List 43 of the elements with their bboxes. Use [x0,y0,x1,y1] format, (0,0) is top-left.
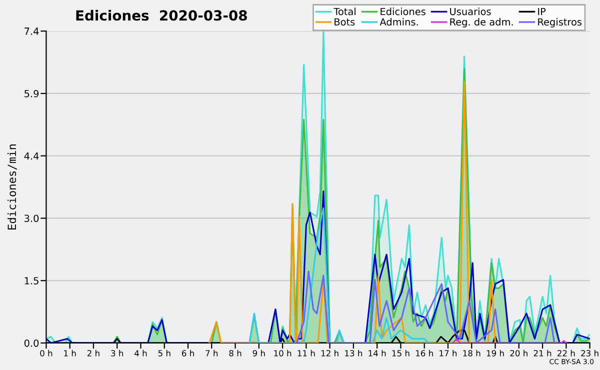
line-series [296,270,556,343]
legend-label: Reg. de adm. [450,18,513,28]
y-axis-title: Ediciones/min [7,144,17,230]
x-tick-label: 22 h [558,350,575,356]
y-tick-label: 5.9 [24,90,39,98]
x-tick-label: 17 h [440,350,457,356]
x-tick-label: 8 h [229,350,242,356]
x-tick-label: 15 h [392,350,410,356]
x-tick-label: 4 h [134,350,147,356]
chart-title: Ediciones 2020-03-08 [76,10,247,21]
x-tick-label: 16 h [416,350,433,356]
y-tick-label: 7.4 [24,28,39,35]
x-tick-label: 10 h [274,350,292,356]
x-tick-label: 14 h [368,350,386,356]
x-tick-label: 0 h [40,350,52,356]
line-series [248,207,430,343]
legend-label: Total [334,8,356,16]
x-tick-label: 3 h [111,350,124,356]
y-tick-label: 0.0 [24,339,39,347]
x-tick-label: 2 h [87,350,100,356]
x-tick-label: 13 h [345,350,362,356]
y-tick-label: 1.5 [24,277,38,284]
legend-label: Registros [538,18,582,28]
y-tick-label: 4.4 [24,152,39,160]
x-tick-label: 6 h [182,350,194,356]
x-tick-label: 1 h [64,350,76,356]
legend-label: Bots [334,18,355,26]
x-tick-label: 12 h [321,350,338,356]
y-tick-label: 3.0 [24,214,39,222]
legend-label: IP [538,8,546,16]
x-tick-label: 19 h [486,350,504,356]
x-tick-label: 7 h [206,350,218,356]
x-tick-label: 9 h [252,350,265,356]
x-tick-label: 18 h [463,350,480,356]
x-tick-label: 20 h [510,350,528,356]
legend-label: Ediciones [380,8,426,16]
legend-label: Admins. [380,18,418,26]
line-series [208,80,496,343]
legend-label: Usuarios [450,8,491,16]
x-tick-label: 21 h [534,350,552,356]
x-tick-label: 5 h [158,350,170,356]
x-tick-label: 23 h [581,350,598,356]
x-tick-label: 11 h [298,350,315,356]
